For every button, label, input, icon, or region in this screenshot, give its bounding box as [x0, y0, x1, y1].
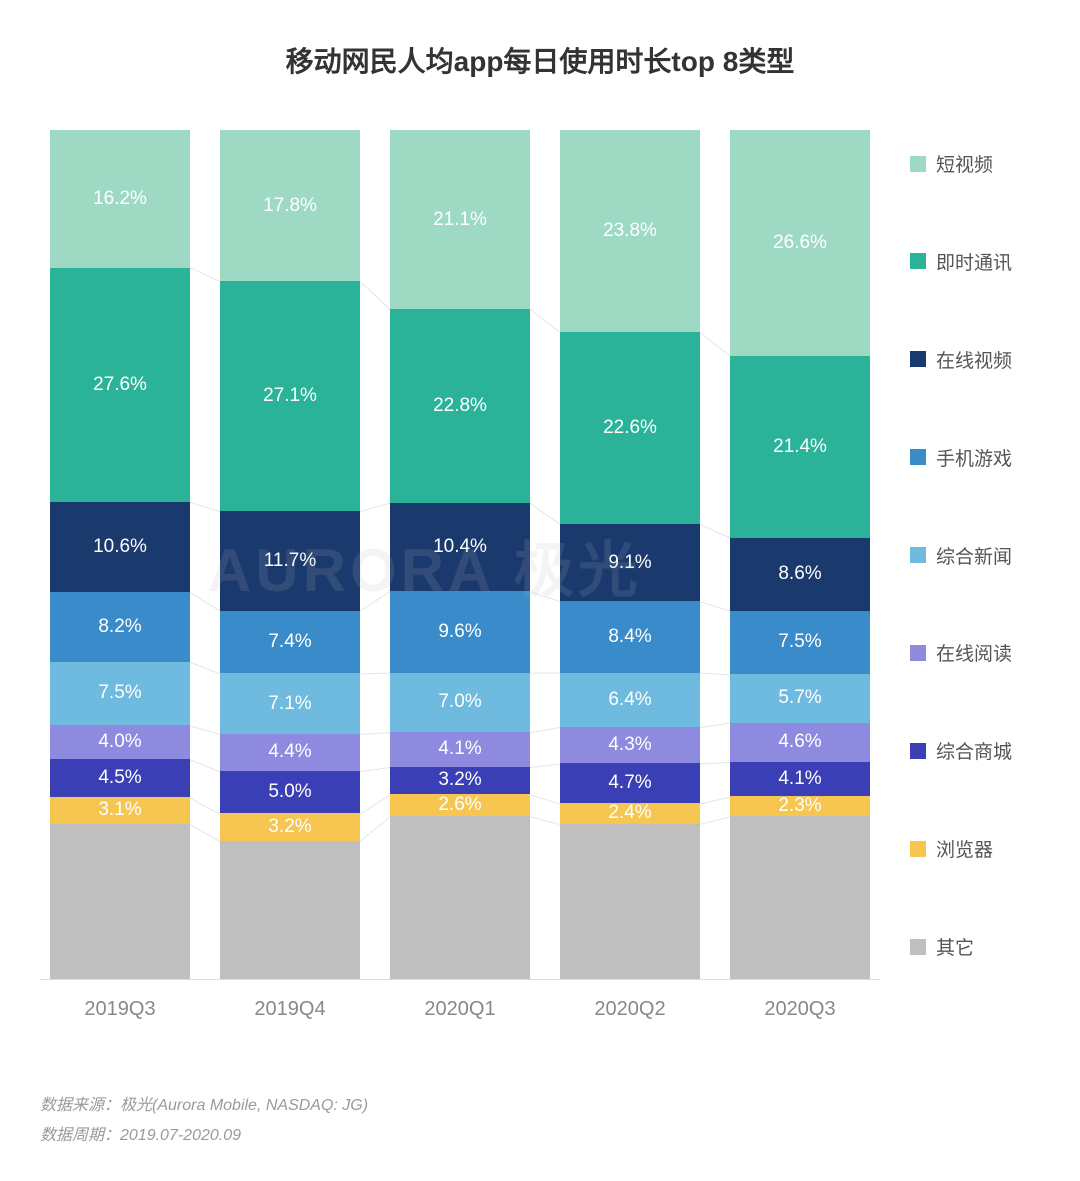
- bar-segment-browser: 3.2%: [220, 813, 360, 840]
- legend-swatch: [910, 841, 926, 857]
- bar-segment-other: [560, 824, 700, 979]
- bar-segment-im: 27.1%: [220, 281, 360, 511]
- bar-column: 2.4%4.7%4.3%6.4%8.4%9.1%22.6%23.8%: [560, 130, 700, 979]
- bar-segment-news: 5.7%: [730, 674, 870, 722]
- legend-label: 综合新闻: [936, 542, 1012, 569]
- legend-swatch: [910, 253, 926, 269]
- legend-label: 在线阅读: [936, 639, 1012, 666]
- bar-segment-im: 22.6%: [560, 332, 700, 524]
- bar-segment-news: 6.4%: [560, 673, 700, 727]
- legend-item-mall: 综合商城: [910, 737, 1040, 764]
- footnote-source: 数据来源：极光(Aurora Mobile, NASDAQ: JG): [40, 1091, 1040, 1121]
- footnote-period: 数据周期：2019.07-2020.09: [40, 1121, 1040, 1151]
- bar-segment-onlinevideo: 8.6%: [730, 538, 870, 611]
- bars-wrap: 3.1%4.5%4.0%7.5%8.2%10.6%27.6%16.2%3.2%5…: [40, 130, 880, 980]
- bar-segment-im: 22.8%: [390, 309, 530, 503]
- bar-column: 3.2%5.0%4.4%7.1%7.4%11.7%27.1%17.8%: [220, 130, 360, 979]
- bar-segment-other: [390, 816, 530, 979]
- bar-segment-shortvideo: 26.6%: [730, 130, 870, 356]
- bar-segment-other: [220, 841, 360, 979]
- legend-item-other: 其它: [910, 933, 1040, 960]
- legend-item-onlinevideo: 在线视频: [910, 346, 1040, 373]
- legend-item-game: 手机游戏: [910, 444, 1040, 471]
- bar-segment-browser: 2.3%: [730, 796, 870, 816]
- bar-segment-reading: 4.6%: [730, 723, 870, 762]
- bar-segment-reading: 4.1%: [390, 732, 530, 767]
- bar-segment-browser: 2.6%: [390, 794, 530, 816]
- bar-segment-other: [730, 816, 870, 979]
- bar-segment-game: 9.6%: [390, 591, 530, 673]
- legend-swatch: [910, 547, 926, 563]
- legend-label: 手机游戏: [936, 444, 1012, 471]
- legend-item-news: 综合新闻: [910, 542, 1040, 569]
- chart-container: 移动网民人均app每日使用时长top 8类型 AURORA 极光 3.1%4.5…: [0, 0, 1080, 1172]
- x-axis-label: 2020Q3: [730, 998, 870, 1021]
- bar-column: 2.3%4.1%4.6%5.7%7.5%8.6%21.4%26.6%: [730, 130, 870, 979]
- chart-body: AURORA 极光 3.1%4.5%4.0%7.5%8.2%10.6%27.6%…: [40, 130, 1040, 1021]
- footnote-source-label: 数据来源：: [40, 1097, 120, 1114]
- x-axis-label: 2020Q2: [560, 998, 700, 1021]
- bar-segment-browser: 3.1%: [50, 797, 190, 823]
- x-axis-label: 2020Q1: [390, 998, 530, 1021]
- bar-segment-mall: 3.2%: [390, 767, 530, 794]
- legend-swatch: [910, 449, 926, 465]
- legend-label: 短视频: [936, 150, 993, 177]
- legend-label: 浏览器: [936, 835, 993, 862]
- legend-item-im: 即时通讯: [910, 248, 1040, 275]
- bar-segment-game: 8.4%: [560, 601, 700, 672]
- bar-segment-news: 7.5%: [50, 662, 190, 726]
- plot-area: AURORA 极光 3.1%4.5%4.0%7.5%8.2%10.6%27.6%…: [40, 130, 880, 1021]
- legend-item-reading: 在线阅读: [910, 639, 1040, 666]
- bar-segment-news: 7.1%: [220, 673, 360, 733]
- footnote-period-label: 数据周期：: [40, 1127, 120, 1144]
- legend-item-shortvideo: 短视频: [910, 150, 1040, 177]
- legend-label: 即时通讯: [936, 248, 1012, 275]
- footnote-source-value: 极光(Aurora Mobile, NASDAQ: JG): [120, 1097, 368, 1114]
- bar-segment-onlinevideo: 11.7%: [220, 511, 360, 610]
- footnotes: 数据来源：极光(Aurora Mobile, NASDAQ: JG) 数据周期：…: [40, 1091, 1040, 1152]
- x-axis-label: 2019Q4: [220, 998, 360, 1021]
- bar-segment-mall: 5.0%: [220, 771, 360, 813]
- legend-swatch: [910, 156, 926, 172]
- bar-segment-shortvideo: 23.8%: [560, 130, 700, 332]
- bar-segment-im: 27.6%: [50, 268, 190, 502]
- bar-segment-browser: 2.4%: [560, 803, 700, 823]
- bar-segment-onlinevideo: 10.6%: [50, 502, 190, 592]
- x-axis: 2019Q3 2019Q4 2020Q1 2020Q2 2020Q3: [40, 980, 880, 1021]
- bar-segment-news: 7.0%: [390, 673, 530, 732]
- legend-item-browser: 浏览器: [910, 835, 1040, 862]
- bar-segment-game: 7.5%: [730, 611, 870, 675]
- legend-swatch: [910, 351, 926, 367]
- legend-swatch: [910, 645, 926, 661]
- legend-label: 在线视频: [936, 346, 1012, 373]
- chart-title: 移动网民人均app每日使用时长top 8类型: [40, 40, 1040, 80]
- legend: 短视频即时通讯在线视频手机游戏综合新闻在线阅读综合商城浏览器其它: [880, 130, 1040, 980]
- footnote-period-value: 2019.07-2020.09: [120, 1127, 241, 1144]
- bar-segment-game: 7.4%: [220, 611, 360, 674]
- bar-segment-game: 8.2%: [50, 592, 190, 662]
- bar-segment-onlinevideo: 9.1%: [560, 524, 700, 601]
- legend-label: 其它: [936, 933, 974, 960]
- legend-swatch: [910, 939, 926, 955]
- bar-segment-shortvideo: 16.2%: [50, 130, 190, 268]
- bar-segment-reading: 4.0%: [50, 725, 190, 759]
- bar-segment-reading: 4.4%: [220, 734, 360, 771]
- bar-segment-mall: 4.5%: [50, 759, 190, 797]
- bar-segment-shortvideo: 21.1%: [390, 130, 530, 309]
- x-axis-label: 2019Q3: [50, 998, 190, 1021]
- bar-column: 3.1%4.5%4.0%7.5%8.2%10.6%27.6%16.2%: [50, 130, 190, 979]
- bar-segment-im: 21.4%: [730, 356, 870, 538]
- bar-segment-other: [50, 824, 190, 979]
- legend-label: 综合商城: [936, 737, 1012, 764]
- bar-segment-mall: 4.1%: [730, 762, 870, 797]
- bar-segment-onlinevideo: 10.4%: [390, 503, 530, 591]
- bar-segment-reading: 4.3%: [560, 727, 700, 764]
- legend-swatch: [910, 743, 926, 759]
- bar-segment-mall: 4.7%: [560, 763, 700, 803]
- bar-segment-shortvideo: 17.8%: [220, 130, 360, 281]
- bar-column: 2.6%3.2%4.1%7.0%9.6%10.4%22.8%21.1%: [390, 130, 530, 979]
